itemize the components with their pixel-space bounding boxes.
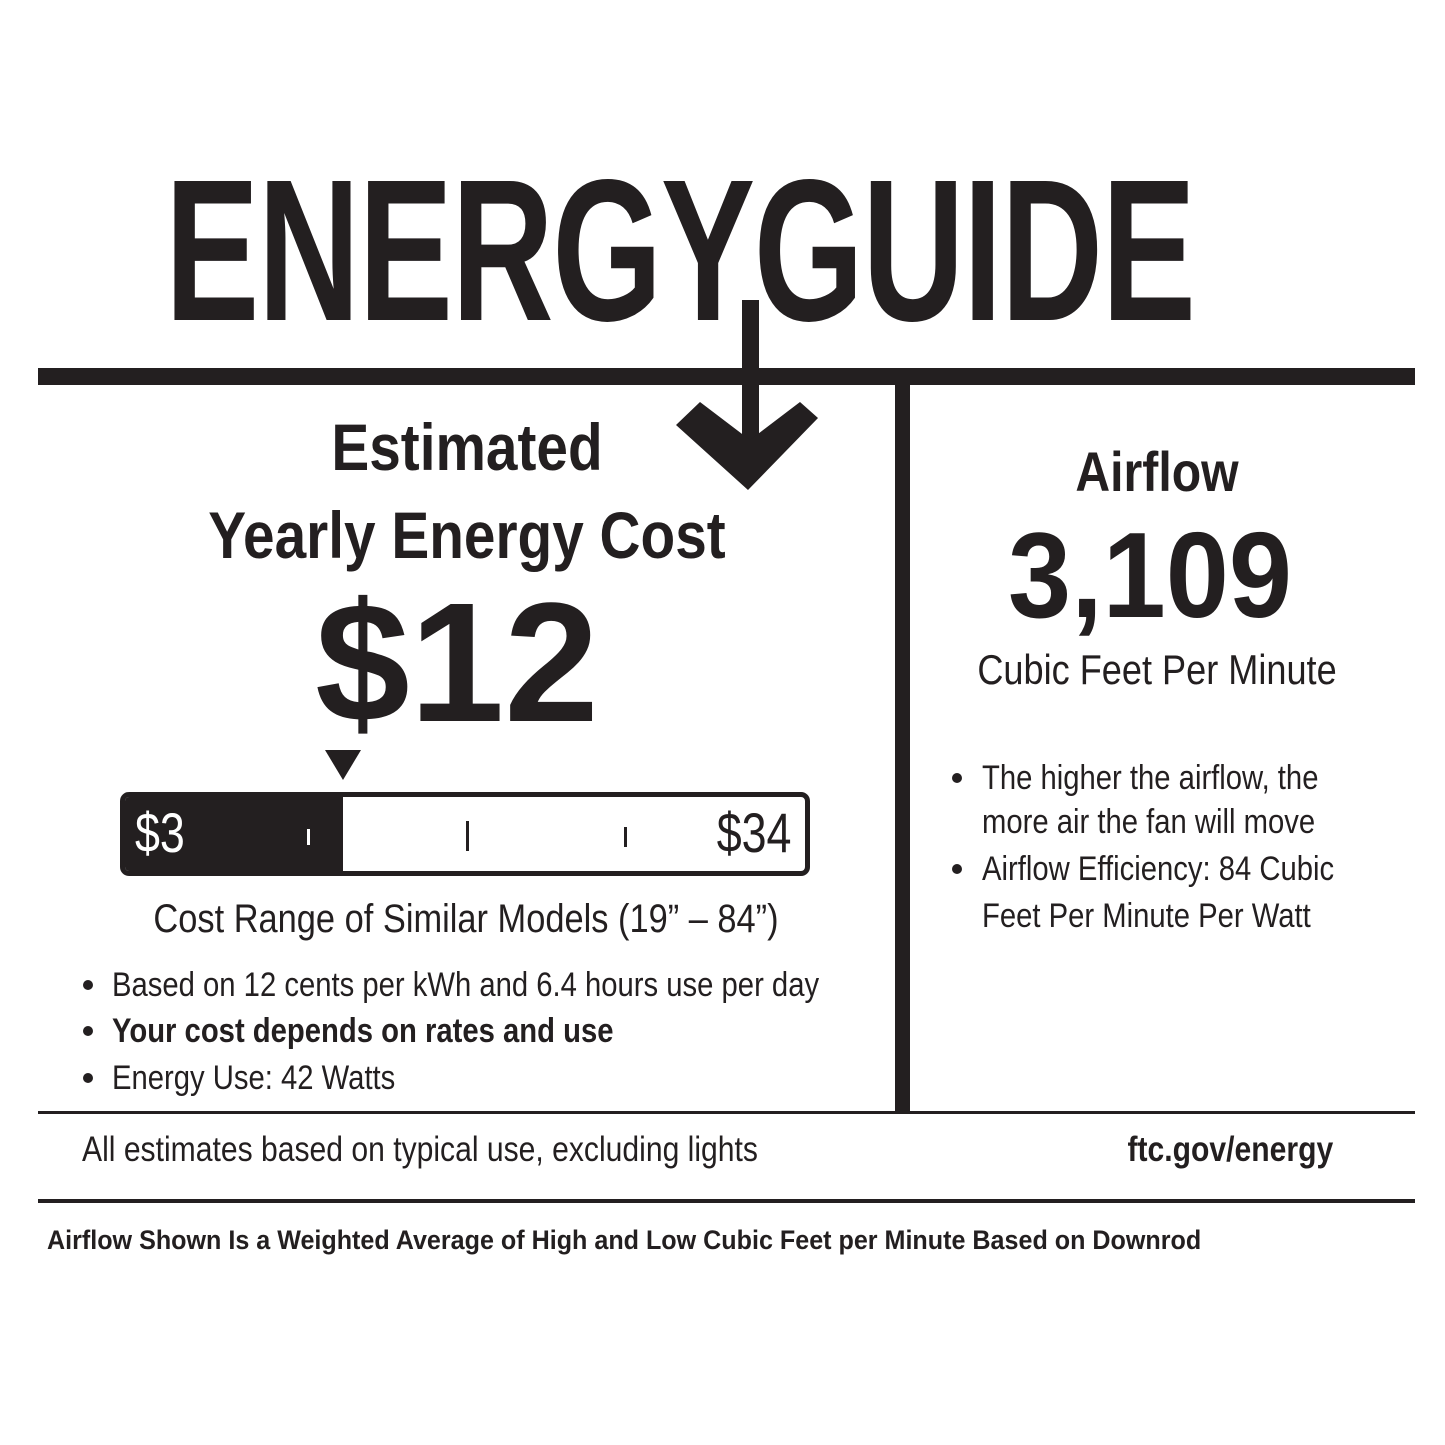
cost-range-caption: Cost Range of Similar Models (19” – 84”)	[153, 897, 779, 941]
bullet-icon	[83, 980, 93, 990]
bullet-icon	[83, 1026, 93, 1036]
footer-divider	[38, 1199, 1415, 1203]
footer-note: All estimates based on typical use, excl…	[82, 1130, 758, 1169]
cost-range-fill	[125, 797, 343, 871]
logo-text: ENERGYGUIDE	[165, 137, 1196, 363]
cost-range-bar: $3 $34	[120, 792, 810, 876]
bottom-divider	[38, 1111, 1415, 1114]
bullet-icon	[83, 1073, 93, 1083]
airflow-unit: Cubic Feet Per Minute	[977, 646, 1337, 693]
energyguide-logo: ENERGYGUIDE	[165, 137, 1280, 363]
scale-tick	[624, 827, 627, 847]
cost-bullet-energy-use: Energy Use: 42 Watts	[112, 1059, 396, 1097]
bullet-icon	[952, 773, 962, 783]
cost-heading-line2: Yearly Energy Cost	[208, 498, 726, 572]
ftc-link[interactable]: ftc.gov/energy	[1127, 1130, 1333, 1169]
scale-min-label: $3	[135, 801, 185, 864]
airflow-heading: Airflow	[1075, 440, 1239, 503]
airflow-bullet-2-line1: Airflow Efficiency: 84 Cubic	[982, 850, 1335, 888]
airflow-bullet-1-line2: more air the fan will move	[982, 803, 1316, 841]
scale-max-label: $34	[716, 801, 791, 864]
airflow-bullet-1-line1: The higher the airflow, the	[982, 759, 1319, 797]
airflow-disclaimer: Airflow Shown Is a Weighted Average of H…	[47, 1225, 1202, 1255]
top-divider	[38, 368, 1415, 385]
scale-tick	[307, 829, 310, 845]
cost-marker-icon	[325, 750, 361, 780]
cost-value: $12	[315, 568, 599, 758]
cost-heading-line1: Estimated	[331, 410, 603, 484]
column-divider	[895, 385, 910, 1112]
airflow-value: 3,109	[1008, 507, 1292, 643]
airflow-bullet-2-line2: Feet Per Minute Per Watt	[982, 897, 1311, 935]
cost-bullet-rate: Based on 12 cents per kWh and 6.4 hours …	[112, 966, 820, 1004]
cost-bullet-depends: Your cost depends on rates and use	[112, 1012, 614, 1050]
bullet-icon	[952, 864, 962, 874]
scale-tick	[466, 821, 469, 851]
